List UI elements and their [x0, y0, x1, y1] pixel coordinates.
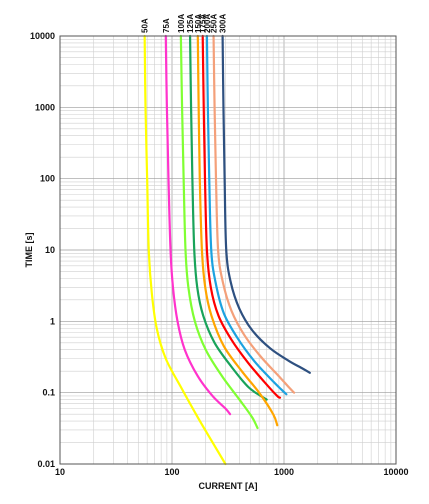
grid [59, 36, 396, 465]
x-tick-label: 100 [164, 467, 179, 477]
series-label-50A: 50A [141, 18, 150, 33]
series-label-125A: 125A [186, 14, 195, 33]
curve-100A [179, 34, 259, 430]
curve-150A [196, 34, 279, 427]
y-tick-label: 1000 [35, 102, 55, 112]
curve-250A [212, 34, 296, 394]
x-tick-label: 10 [55, 467, 65, 477]
series-label-175A: 175A [199, 14, 208, 33]
curve-300A [221, 34, 311, 374]
x-tick-label: 10000 [383, 467, 408, 477]
y-tick-label: 1 [50, 316, 55, 326]
curve-75A [164, 34, 232, 416]
x-tick-label: 1000 [274, 467, 294, 477]
curves [143, 34, 311, 466]
series-label-100A: 100A [177, 14, 186, 33]
curve-175A [201, 34, 282, 399]
curve-200A [205, 34, 288, 396]
plot-frame [59, 35, 397, 465]
y-tick-label: 0.01 [37, 459, 55, 469]
tick-labels: 10 100 1000 10000 0.01 0.1 1 10 100 1000 10000 [30, 31, 409, 477]
y-tick-label: 100 [40, 174, 55, 184]
series-label-75A: 75A [162, 18, 171, 33]
y-tick-label: 10 [45, 245, 55, 255]
series-label-200A: 200A [203, 14, 212, 33]
y-tick-label: 10000 [30, 31, 55, 41]
y-tick-label: 0.1 [42, 388, 55, 398]
y-axis-title: TIME [s] [24, 232, 34, 267]
series-label-300A: 300A [219, 14, 228, 33]
x-axis-title: CURRENT [A] [199, 481, 258, 491]
curve-125A [188, 34, 268, 401]
series-label-150A: 150A [194, 14, 203, 33]
curve-50A [143, 34, 227, 466]
series-label-250A: 250A [210, 14, 219, 33]
